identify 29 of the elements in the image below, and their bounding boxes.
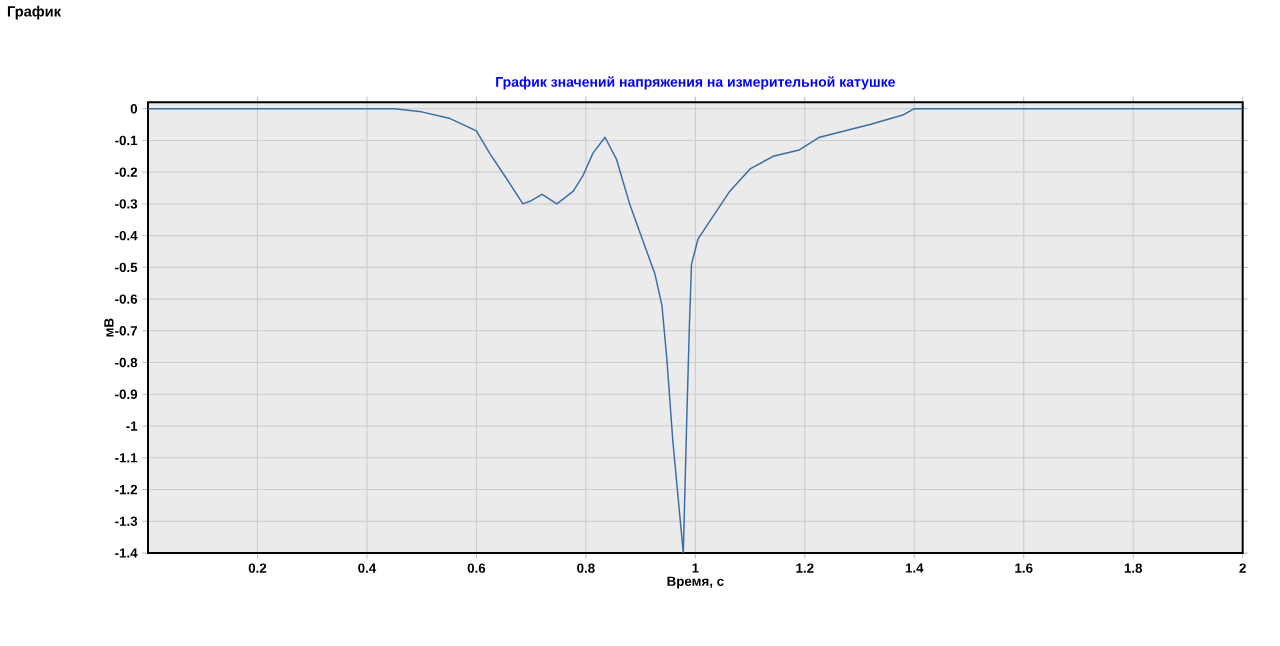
chart-title: График значений напряжения на измерительной катушке bbox=[496, 76, 895, 90]
y-tick-label: -1.3 bbox=[115, 516, 138, 526]
y-tick-label: -0.5 bbox=[115, 262, 138, 273]
x-tick-label: 1.4 bbox=[905, 563, 924, 573]
y-tick-label: 0 bbox=[130, 103, 138, 114]
x-tick-label: 0.8 bbox=[577, 563, 595, 573]
y-tick-label: -0.3 bbox=[115, 199, 138, 209]
x-tick-label: 0.6 bbox=[467, 563, 486, 573]
text: График bbox=[7, 5, 61, 20]
y-tick-label: -1.4 bbox=[115, 548, 138, 558]
y-tick-label: -0.1 bbox=[115, 135, 138, 146]
x-tick-label: 0.2 bbox=[248, 563, 267, 573]
x-tick-label: 1 bbox=[692, 563, 699, 573]
y-tick-label: -1.2 bbox=[115, 484, 138, 495]
x-tick-label: 1.2 bbox=[796, 563, 814, 573]
x-tick-label: 1.6 bbox=[1015, 563, 1033, 573]
x-tick-label: 0.4 bbox=[358, 563, 377, 573]
y-tick-label: -0.9 bbox=[115, 389, 138, 400]
y-tick-label: -0.8 bbox=[115, 357, 138, 368]
y-tick-label: -0.6 bbox=[115, 294, 138, 304]
y-tick-label: -0.7 bbox=[115, 326, 138, 336]
x-tick-label: 2 bbox=[1239, 563, 1246, 573]
x-tick-label: 1.8 bbox=[1124, 563, 1143, 573]
y-tick-label: -0.2 bbox=[115, 167, 138, 177]
y-tick-label: -1 bbox=[126, 421, 138, 431]
x-axis-title: Время, с bbox=[667, 576, 724, 589]
y-tick-label: -0.4 bbox=[115, 230, 138, 241]
y-axis-title: мВ bbox=[104, 318, 114, 337]
y-tick-label: -1.1 bbox=[115, 453, 138, 463]
